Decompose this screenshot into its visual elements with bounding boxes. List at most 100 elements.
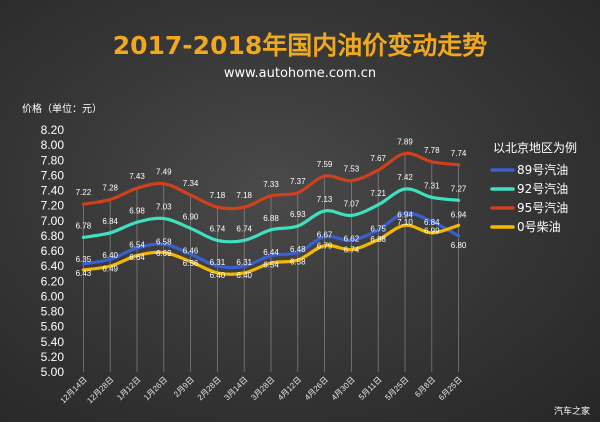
- y-tick-label: 7.40: [41, 184, 65, 198]
- data-label: 7.27: [451, 184, 467, 193]
- data-label: 6.44: [263, 248, 279, 257]
- legend-entry-label: 95号汽油: [517, 200, 568, 215]
- data-label: 7.37: [290, 177, 306, 186]
- y-tick-label: 7.00: [41, 214, 65, 228]
- data-label: 6.79: [317, 242, 333, 251]
- data-label: 6.58: [290, 258, 306, 267]
- y-tick-label: 7.80: [41, 153, 65, 167]
- data-label: 7.34: [183, 179, 199, 188]
- brand-watermark: 汽车之家: [554, 405, 590, 417]
- x-tick-label: 3月28日: [249, 375, 276, 402]
- data-label: 6.88: [263, 214, 279, 223]
- data-label: 6.84: [102, 217, 118, 226]
- data-label: 6.54: [129, 241, 145, 250]
- data-label: 6.40: [236, 271, 252, 280]
- data-label: 7.07: [344, 199, 360, 208]
- data-label: 6.98: [129, 206, 145, 215]
- x-tick-label: 12月28日: [85, 375, 115, 405]
- x-tick-label: 4月26日: [303, 375, 330, 402]
- data-label: 7.42: [397, 173, 413, 182]
- data-label: 6.31: [210, 258, 226, 267]
- y-tick-label: 5.40: [41, 335, 65, 349]
- data-label: 7.22: [76, 188, 92, 197]
- y-tick-label: 7.20: [41, 199, 65, 213]
- data-label: 7.59: [317, 160, 333, 169]
- data-label: 6.80: [451, 241, 467, 250]
- data-label: 6.74: [210, 224, 226, 233]
- data-label: 6.94: [451, 210, 467, 219]
- x-tick-label: 1月26日: [142, 375, 169, 402]
- data-label: 6.40: [102, 251, 118, 260]
- data-label: 6.90: [183, 212, 199, 221]
- data-label: 6.35: [76, 255, 92, 264]
- y-axis-label: 价格（单位：元）: [22, 102, 102, 115]
- data-label: 6.54: [263, 261, 279, 270]
- data-label: 7.78: [424, 146, 440, 155]
- data-labels: 6.43 6.49 6.64 6.69 6.56 6.40 6.40 6.54 6.58 6.79…: [76, 137, 467, 280]
- x-tick-label: 5月25日: [383, 375, 410, 402]
- x-tick-label: 5月11日: [357, 375, 384, 402]
- y-tick-label: 7.60: [41, 168, 65, 182]
- x-tick-label: 4月12日: [276, 375, 303, 402]
- data-label: 7.03: [156, 202, 172, 211]
- y-tick-label: 5.00: [41, 365, 65, 379]
- data-label: 6.62: [344, 234, 360, 243]
- data-label: 6.58: [156, 238, 172, 247]
- y-tick-label: 5.80: [41, 305, 65, 319]
- chart-title: 2017-2018年国内油价变动走势: [113, 31, 488, 60]
- x-tick-label: 2月9日: [172, 375, 196, 399]
- data-label: 6.88: [370, 235, 386, 244]
- data-label: 7.49: [156, 168, 172, 177]
- series-line-92号汽油: [81, 187, 461, 244]
- y-tick-label: 5.20: [41, 350, 65, 364]
- data-label: 6.31: [236, 258, 252, 267]
- y-axis-ticks: 8.208.007.807.60 7.407.207.006.806.606.40…: [41, 123, 65, 379]
- y-tick-label: 6.60: [41, 244, 65, 258]
- data-label: 7.53: [344, 165, 360, 174]
- y-tick-label: 5.60: [41, 320, 65, 334]
- data-label: 6.49: [102, 264, 118, 273]
- data-label: 6.99: [424, 227, 440, 236]
- data-label: 7.31: [424, 181, 440, 190]
- y-tick-label: 6.40: [41, 259, 65, 273]
- data-label: 7.10: [397, 218, 413, 227]
- data-label: 6.78: [76, 221, 92, 230]
- data-label: 6.84: [424, 218, 440, 227]
- data-label: 6.94: [397, 210, 413, 219]
- x-tick-label: 1月12日: [115, 375, 142, 402]
- data-label: 7.13: [317, 195, 333, 204]
- data-label: 7.18: [236, 191, 252, 200]
- series-line-95号汽油: [81, 151, 461, 211]
- data-label: 6.46: [183, 247, 199, 256]
- x-tick-label: 6月25日: [437, 375, 464, 402]
- y-tick-label: 6.00: [41, 289, 65, 303]
- y-tick-label: 6.80: [41, 229, 65, 243]
- data-label: 7.74: [451, 149, 467, 158]
- x-tick-label: 12月14日: [59, 375, 89, 405]
- data-label: 6.67: [317, 231, 333, 240]
- data-label: 7.18: [210, 191, 226, 200]
- x-tick-label: 2月28日: [196, 375, 223, 402]
- y-tick-label: 8.20: [41, 123, 65, 137]
- data-label: 6.74: [236, 224, 252, 233]
- y-tick-label: 8.00: [41, 138, 65, 152]
- data-label: 7.21: [370, 189, 386, 198]
- data-label: 6.74: [344, 245, 360, 254]
- data-label: 6.43: [76, 269, 92, 278]
- legend-entry-label: 92号汽油: [517, 181, 568, 196]
- series-lines: [81, 151, 461, 276]
- data-label: 6.64: [129, 253, 145, 262]
- x-tick-label: 3月14日: [222, 375, 249, 402]
- data-label: 6.56: [183, 259, 199, 268]
- data-label: 6.69: [156, 249, 172, 258]
- data-label: 7.28: [102, 184, 118, 193]
- data-label: 7.43: [129, 172, 145, 181]
- legend: 以北京地区为例 89号汽油 92号汽油 95号汽油 0号柴油: [490, 141, 577, 234]
- data-label: 7.89: [397, 137, 413, 146]
- data-label: 6.93: [290, 210, 306, 219]
- legend-title: 以北京地区为例: [493, 141, 577, 155]
- data-label: 6.75: [370, 225, 386, 234]
- legend-entry-label: 89号汽油: [517, 162, 568, 177]
